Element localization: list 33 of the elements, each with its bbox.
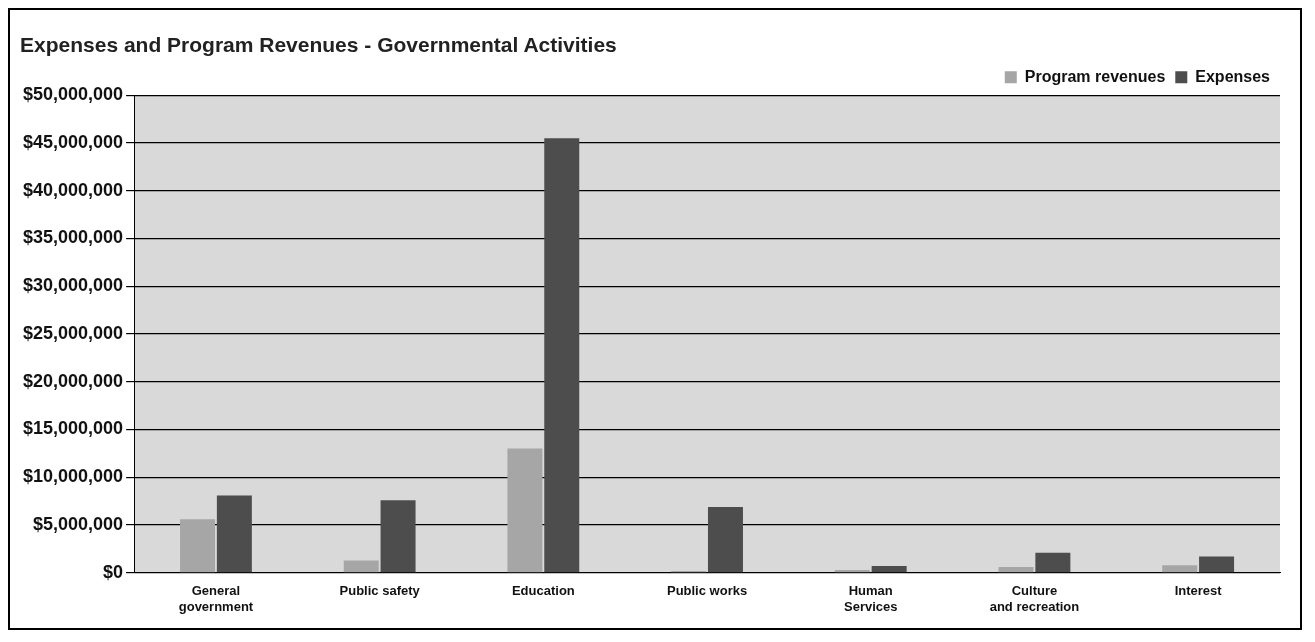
y-tick-label: $0 xyxy=(103,561,124,582)
bar xyxy=(507,448,543,573)
x-tick-label: Human Services xyxy=(844,583,898,614)
bar xyxy=(343,560,379,573)
bar xyxy=(707,506,743,573)
x-tick-label: General government xyxy=(178,583,254,614)
y-tick-label: $10,000,000 xyxy=(22,466,124,487)
legend-label: Expenses xyxy=(1195,67,1271,85)
y-tick-label: $15,000,000 xyxy=(22,418,124,439)
legend-label: Program revenues xyxy=(1024,67,1166,85)
bar xyxy=(180,519,216,573)
bar xyxy=(380,500,416,573)
y-tick-label: $5,000,000 xyxy=(33,514,124,535)
y-tick-label: $35,000,000 xyxy=(22,227,124,248)
y-tick-label: $25,000,000 xyxy=(22,322,124,343)
chart-title: Expenses and Program Revenues - Governmental Activities xyxy=(20,33,617,57)
bar xyxy=(1035,552,1071,573)
x-tick-label: Interest xyxy=(1174,583,1223,599)
y-tick-label: $30,000,000 xyxy=(22,275,124,296)
bar xyxy=(1162,565,1198,573)
bar xyxy=(998,567,1034,573)
x-tick-label: Public works xyxy=(666,583,748,599)
bar xyxy=(544,138,580,573)
y-tick-label: $40,000,000 xyxy=(22,179,124,200)
bar xyxy=(216,495,252,573)
bar xyxy=(871,566,907,573)
x-tick-label: Education xyxy=(511,583,575,599)
x-tick-label: Public safety xyxy=(339,583,421,599)
y-tick-label: $20,000,000 xyxy=(22,370,124,391)
x-tick-label: Culture and recreation xyxy=(989,583,1080,614)
bar xyxy=(1199,556,1235,573)
y-tick-label: $50,000,000 xyxy=(22,84,124,105)
y-tick-label: $45,000,000 xyxy=(22,131,124,152)
